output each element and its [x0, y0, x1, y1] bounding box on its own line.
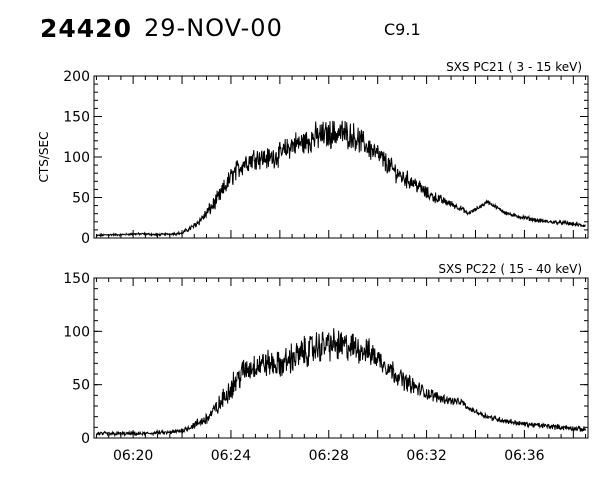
y-tick-label: 200	[63, 69, 90, 85]
y-tick-label: 100	[63, 150, 90, 166]
panel-title: SXS PC21 ( 3 - 15 keV)	[446, 60, 582, 74]
event-date: 29-NOV-00	[144, 14, 283, 42]
x-tick-label: 06:24	[211, 448, 251, 464]
y-tick-label: 150	[63, 271, 90, 287]
x-tick-label: 06:36	[504, 448, 544, 464]
x-tick-labels: 06:20 06:24 06:28 06:32 06:36	[113, 448, 545, 464]
y-tick-label: 0	[81, 431, 90, 447]
x-tick-label: 06:20	[113, 448, 153, 464]
y-ticks: 0 50 100 150 200	[63, 69, 588, 247]
event-id: 24420	[40, 14, 132, 43]
y-ticks: 0 50 100 150	[63, 271, 588, 447]
flare-class: C9.1	[384, 20, 421, 39]
x-tick-label: 06:32	[406, 448, 446, 464]
y-tick-label: 100	[63, 324, 90, 340]
y-axis-label: CTS/SEC	[37, 132, 51, 183]
x-tick-label: 06:28	[309, 448, 349, 464]
panel-title: SXS PC22 ( 15 - 40 keV)	[438, 262, 582, 276]
y-tick-label: 50	[72, 191, 90, 207]
series-line	[96, 120, 586, 238]
x-ticks	[95, 76, 587, 238]
y-tick-label: 0	[81, 231, 90, 247]
y-tick-label: 50	[72, 378, 90, 394]
series-line	[96, 328, 587, 438]
x-ticks	[95, 278, 587, 438]
plot-frame	[93, 277, 589, 439]
y-tick-label: 150	[63, 110, 90, 126]
panel-pc21: SXS PC21 ( 3 - 15 keV) CTS/SEC 0 50 100 150…	[37, 60, 589, 247]
